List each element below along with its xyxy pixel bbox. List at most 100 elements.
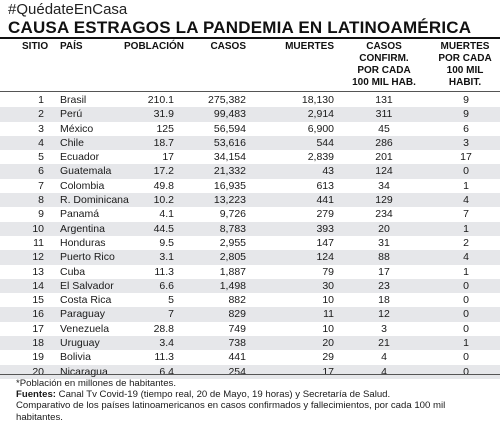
cell-pais: R. Dominicana xyxy=(60,194,129,207)
table-row: 14 El Salvador 6.6 1,498 30 23 0 xyxy=(0,278,500,294)
cell-casos: 829 xyxy=(228,308,246,321)
header-divider xyxy=(0,91,500,92)
table-row: 18 Uruguay 3.4 738 20 21 1 xyxy=(0,336,500,351)
cell-casos: 738 xyxy=(228,337,246,350)
cell-casos: 56,594 xyxy=(213,122,246,135)
cell-casos: 16,935 xyxy=(213,179,246,192)
cell-mpc: 1 xyxy=(463,222,469,235)
cell-muertes: 2,914 xyxy=(307,108,334,121)
cell-poblacion: 17.2 xyxy=(153,165,174,178)
cell-pais: Argentina xyxy=(60,222,105,235)
cell-sitio: 14 xyxy=(32,279,44,292)
cell-mpc: 2 xyxy=(463,236,469,249)
header-mpc-line2: POR CADA xyxy=(438,53,492,64)
cell-casos: 1,498 xyxy=(219,279,246,292)
cell-poblacion: 6.4 xyxy=(159,365,174,378)
cell-confirm: 4 xyxy=(381,365,387,378)
sources-note: Fuentes: Canal Tv Covid-19 (tiempo real,… xyxy=(16,389,490,400)
cell-mpc: 7 xyxy=(463,208,469,221)
table-row: 9 Panamá 4.1 9,726 279 234 7 xyxy=(0,207,500,221)
table-row: 19 Bolivia 11.3 441 29 4 0 xyxy=(0,350,500,364)
comparison-note: Comparativo de los países latinoamerican… xyxy=(16,400,446,423)
cell-sitio: 6 xyxy=(38,165,44,178)
table-bottom-divider xyxy=(0,374,500,375)
cell-muertes: 124 xyxy=(316,251,334,264)
cell-poblacion: 17 xyxy=(162,151,174,164)
cell-casos: 99,483 xyxy=(213,108,246,121)
cell-pais: Guatemala xyxy=(60,165,112,178)
cell-confirm: 34 xyxy=(378,179,390,192)
header-muertes-por-cada: MUERTES POR CADA 100 MIL HABIT. xyxy=(432,41,498,89)
header-casos-confirm: CASOS CONFIRM. POR CADA 100 MIL HAB. xyxy=(340,41,428,89)
cell-poblacion: 9.5 xyxy=(159,236,174,249)
cell-casos: 1,887 xyxy=(219,265,246,278)
cell-casos: 275,382 xyxy=(208,94,246,106)
cell-pais: Uruguay xyxy=(60,337,100,350)
cell-confirm: 12 xyxy=(378,308,390,321)
table-row: 3 México 125 56,594 6,900 45 6 xyxy=(0,122,500,136)
cell-confirm: 18 xyxy=(378,294,390,307)
cell-casos: 34,154 xyxy=(213,151,246,164)
sources-text: Canal Tv Covid-19 (tiempo real, 20 de Ma… xyxy=(58,389,391,401)
cell-pais: Chile xyxy=(60,136,84,149)
cell-muertes: 2,839 xyxy=(307,151,334,164)
cell-confirm: 21 xyxy=(378,337,390,350)
population-note: *Población en millones de habitantes. xyxy=(16,378,177,389)
header-pais: PAÍS xyxy=(60,41,83,52)
table-row: 15 Costa Rica 5 882 10 18 0 xyxy=(0,293,500,307)
table-row: 8 R. Dominicana 10.2 13,223 441 129 4 xyxy=(0,193,500,208)
header-casos: CASOS xyxy=(210,41,246,52)
cell-mpc: 0 xyxy=(463,351,469,364)
sources-label: Fuentes: xyxy=(16,389,56,401)
cell-poblacion: 5 xyxy=(168,294,174,307)
cell-confirm: 131 xyxy=(375,94,393,106)
cell-mpc: 3 xyxy=(463,136,469,149)
header-muertes: MUERTES xyxy=(285,41,334,52)
header-mpc-line1: MUERTES xyxy=(440,41,490,52)
cell-poblacion: 28.8 xyxy=(153,322,174,335)
cell-sitio: 8 xyxy=(38,194,44,207)
cell-muertes: 6,900 xyxy=(307,122,334,135)
cell-muertes: 20 xyxy=(322,337,334,350)
cell-sitio: 19 xyxy=(32,351,44,364)
cell-muertes: 11 xyxy=(323,308,334,321)
cell-mpc: 0 xyxy=(463,294,469,307)
header-casos-confirm-line2: CONFIRM. xyxy=(359,53,409,64)
cell-poblacion: 210.1 xyxy=(147,94,174,106)
cell-mpc: 1 xyxy=(463,337,469,350)
cell-pais: Panamá xyxy=(60,208,100,221)
cell-confirm: 4 xyxy=(381,351,387,364)
cell-casos: 882 xyxy=(228,294,246,307)
cell-muertes: 10 xyxy=(322,294,334,307)
cell-muertes: 17 xyxy=(322,365,334,378)
cell-poblacion: 11.3 xyxy=(154,265,174,278)
table-row: 13 Cuba 11.3 1,887 79 17 1 xyxy=(0,265,500,279)
cell-sitio: 10 xyxy=(32,222,44,235)
table-row: 1 Brasil 210.1 275,382 18,130 131 9 xyxy=(0,93,500,107)
cell-sitio: 1 xyxy=(38,94,44,106)
table-row: 20 Nicaragua 6.4 254 17 4 0 xyxy=(0,364,500,379)
cell-casos: 13,223 xyxy=(213,194,246,207)
cell-casos: 2,805 xyxy=(219,251,246,264)
cell-casos: 441 xyxy=(228,351,246,364)
cell-pais: Bolivia xyxy=(60,351,91,364)
cell-muertes: 441 xyxy=(316,194,334,207)
cell-muertes: 43 xyxy=(322,165,334,178)
cell-mpc: 9 xyxy=(463,94,469,106)
cell-sitio: 16 xyxy=(32,308,44,321)
cell-confirm: 286 xyxy=(375,136,393,149)
cell-muertes: 18,130 xyxy=(301,94,334,106)
cell-poblacion: 44.5 xyxy=(153,222,174,235)
cell-muertes: 30 xyxy=(322,279,334,292)
cell-mpc: 1 xyxy=(463,265,469,278)
header-mpc-line4: HABIT. xyxy=(448,77,482,88)
cell-pais: El Salvador xyxy=(60,279,114,292)
cell-poblacion: 3.1 xyxy=(159,251,174,264)
cell-muertes: 393 xyxy=(316,222,334,235)
cell-confirm: 45 xyxy=(378,122,390,135)
cell-casos: 21,332 xyxy=(213,165,246,178)
cell-pais: Colombia xyxy=(60,179,105,192)
cell-confirm: 3 xyxy=(381,322,387,335)
cell-sitio: 5 xyxy=(38,151,44,164)
cell-confirm: 88 xyxy=(378,251,390,264)
